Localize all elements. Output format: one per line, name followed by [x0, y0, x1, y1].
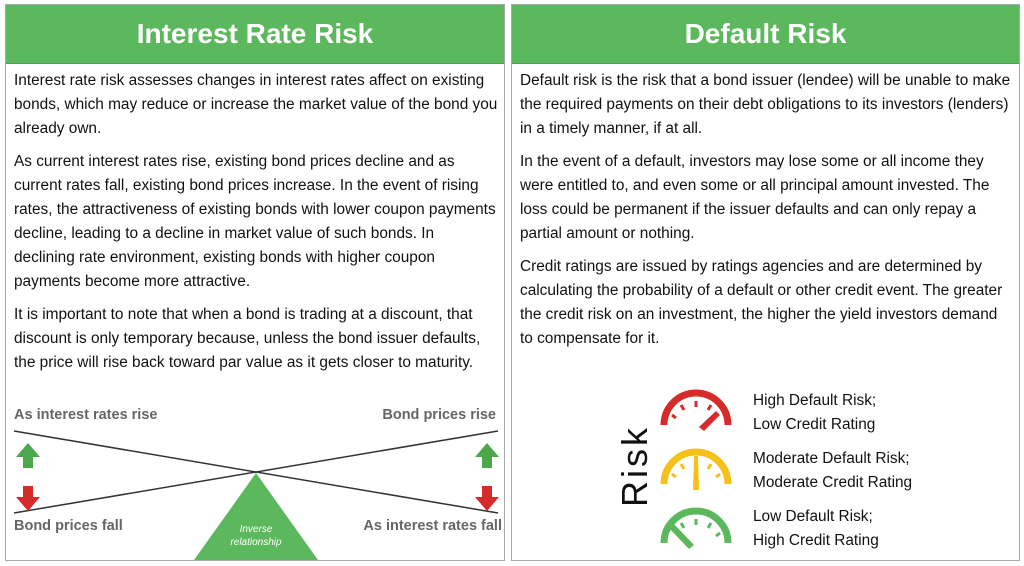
interest-rate-risk-panel: Interest Rate Risk Interest rate risk as…: [5, 4, 505, 561]
interest-rate-risk-title: Interest Rate Risk: [6, 5, 504, 64]
label-rates-fall: As interest rates fall: [363, 518, 502, 534]
gauge-moderate-line-2: Moderate Credit Rating: [753, 474, 913, 491]
seesaw-diagram: As interest rates rise Bond prices rise …: [6, 405, 506, 562]
default-risk-title: Default Risk: [512, 5, 1019, 64]
gauge-high-text: High Default Risk; Low Credit Rating: [753, 389, 876, 437]
paragraph-3: It is important to note that when a bond…: [14, 306, 481, 371]
risk-gauges: Risk High Default Risk; Low Credit Ratin…: [512, 377, 1021, 557]
gauge-low-icon: [660, 507, 732, 549]
paragraph-2: As current interest rates rise, existing…: [14, 153, 496, 290]
arrow-down-left-icon: [16, 486, 40, 511]
default-risk-body: Default risk is the risk that a bond iss…: [520, 69, 1013, 360]
gauge-moderate-icon: [660, 448, 732, 490]
interest-rate-risk-body: Interest rate risk assesses changes in i…: [14, 69, 498, 384]
seesaw-beam-2: [13, 430, 499, 514]
gauge-low-text: Low Default Risk; High Credit Rating: [753, 505, 879, 553]
fulcrum-label: Inverse relationship: [194, 523, 318, 549]
gauge-low-line-1: Low Default Risk;: [753, 508, 873, 525]
arrow-down-right-icon: [475, 486, 499, 511]
fulcrum-label-line-2: relationship: [230, 537, 282, 548]
arrow-up-left-icon: [16, 443, 40, 468]
gauge-low-line-2: High Credit Rating: [753, 532, 879, 549]
default-risk-panel: Default Risk Default risk is the risk th…: [511, 4, 1020, 561]
paragraph-3: Credit ratings are issued by ratings age…: [520, 258, 1003, 347]
paragraph-1: Interest rate risk assesses changes in i…: [14, 72, 498, 137]
risk-axis-label: Risk: [614, 425, 655, 507]
label-bond-prices-fall: Bond prices fall: [14, 518, 123, 534]
fulcrum-label-line-1: Inverse: [239, 524, 273, 535]
paragraph-1: Default risk is the risk that a bond iss…: [520, 72, 1011, 137]
gauge-moderate-line-1: Moderate Default Risk;: [753, 450, 910, 467]
label-rates-rise: As interest rates rise: [14, 407, 158, 423]
paragraph-2: In the event of a default, investors may…: [520, 153, 990, 242]
gauge-high-line-1: High Default Risk;: [753, 392, 877, 409]
gauge-high-icon: [660, 389, 732, 431]
gauge-moderate-text: Moderate Default Risk; Moderate Credit R…: [753, 447, 912, 495]
gauge-high-line-2: Low Credit Rating: [753, 416, 876, 433]
fulcrum-triangle: [194, 473, 318, 560]
seesaw-graphic: [13, 430, 499, 560]
arrow-up-right-icon: [475, 443, 499, 468]
label-bond-prices-rise: Bond prices rise: [382, 407, 496, 423]
